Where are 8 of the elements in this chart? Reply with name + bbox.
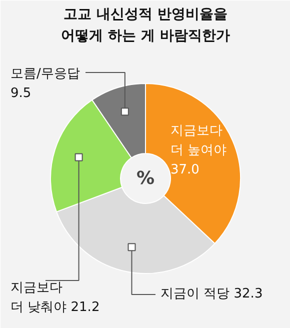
slice-label: 지금보다 더 낮춰야 21.2 [10,280,100,315]
data-label: 37.0 [170,162,200,178]
chart-title: 고교 내신성적 반영비율을 어떻게 하는 게 바람직한가 [61,6,230,44]
slice-label: 지금이 적당 32.3 [160,286,263,302]
data-label: 9.5 [10,86,32,101]
slice-label: 모름/무응답 [10,66,80,82]
slice-label: 지금보다 더 높여야 [170,124,227,158]
text: % [136,168,155,189]
